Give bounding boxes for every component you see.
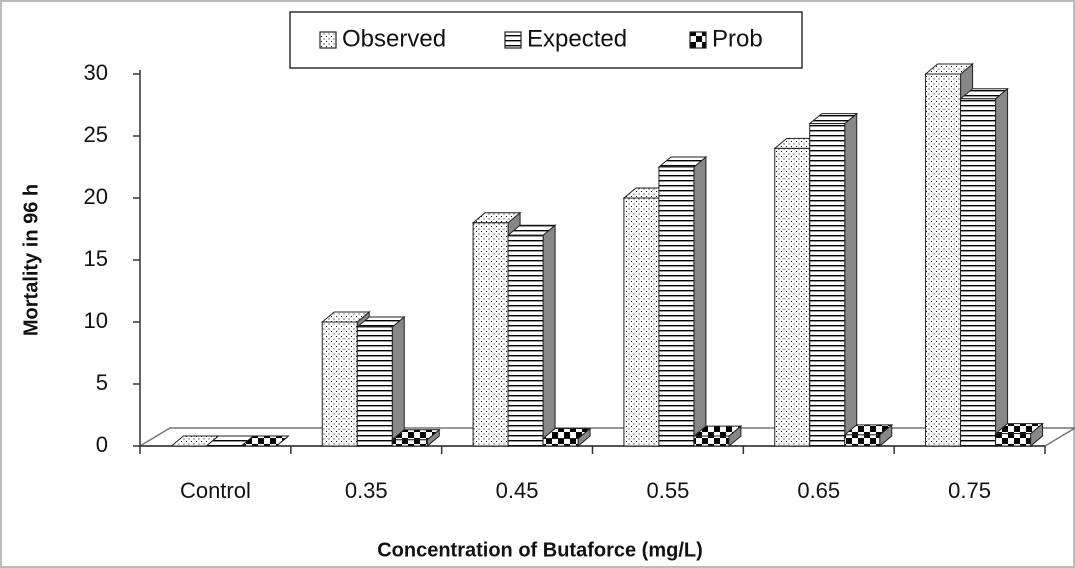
bar bbox=[925, 73, 962, 447]
x-tick-label: 0.75 bbox=[948, 478, 991, 503]
legend-swatch bbox=[689, 31, 707, 49]
bar bbox=[472, 222, 509, 447]
bar bbox=[658, 166, 695, 447]
bar bbox=[960, 98, 997, 447]
y-tick-label: 5 bbox=[96, 370, 108, 395]
bar bbox=[693, 435, 730, 447]
bar-side bbox=[693, 155, 707, 448]
y-tick-label: 25 bbox=[84, 122, 108, 147]
y-tick-label: 10 bbox=[84, 308, 108, 333]
bar bbox=[995, 433, 1032, 447]
bar bbox=[623, 197, 660, 447]
legend-box bbox=[289, 11, 803, 69]
bar-side bbox=[391, 315, 405, 448]
bar bbox=[391, 439, 428, 447]
x-tick-label: 0.35 bbox=[345, 478, 388, 503]
legend-label: Observed bbox=[342, 25, 446, 52]
y-tick-label: 20 bbox=[84, 184, 108, 209]
legend-label: Prob bbox=[712, 25, 763, 52]
y-axis-title: Mortality in 96 h bbox=[20, 184, 42, 336]
legend-swatch bbox=[504, 31, 522, 49]
y-tick-label: 0 bbox=[96, 432, 108, 457]
x-tick-label: 0.65 bbox=[797, 478, 840, 503]
bar bbox=[809, 123, 846, 447]
bar bbox=[542, 438, 579, 447]
x-axis-title: Concentration of Butaforce (mg/L) bbox=[377, 539, 703, 561]
x-tick-label: Control bbox=[180, 478, 251, 503]
bar bbox=[844, 434, 881, 447]
bar bbox=[507, 234, 544, 447]
legend-label: Expected bbox=[527, 25, 627, 52]
bar bbox=[774, 147, 811, 447]
y-tick-label: 30 bbox=[84, 60, 108, 85]
bar-side bbox=[542, 224, 556, 448]
bar-top bbox=[240, 435, 290, 447]
x-tick-label: 0.55 bbox=[647, 478, 690, 503]
y-tick-label: 15 bbox=[84, 246, 108, 271]
bar bbox=[321, 321, 358, 447]
bar bbox=[356, 326, 393, 447]
bar-side bbox=[995, 87, 1009, 448]
bar-side bbox=[844, 112, 858, 448]
legend-swatch bbox=[319, 31, 337, 49]
x-tick-label: 0.45 bbox=[496, 478, 539, 503]
